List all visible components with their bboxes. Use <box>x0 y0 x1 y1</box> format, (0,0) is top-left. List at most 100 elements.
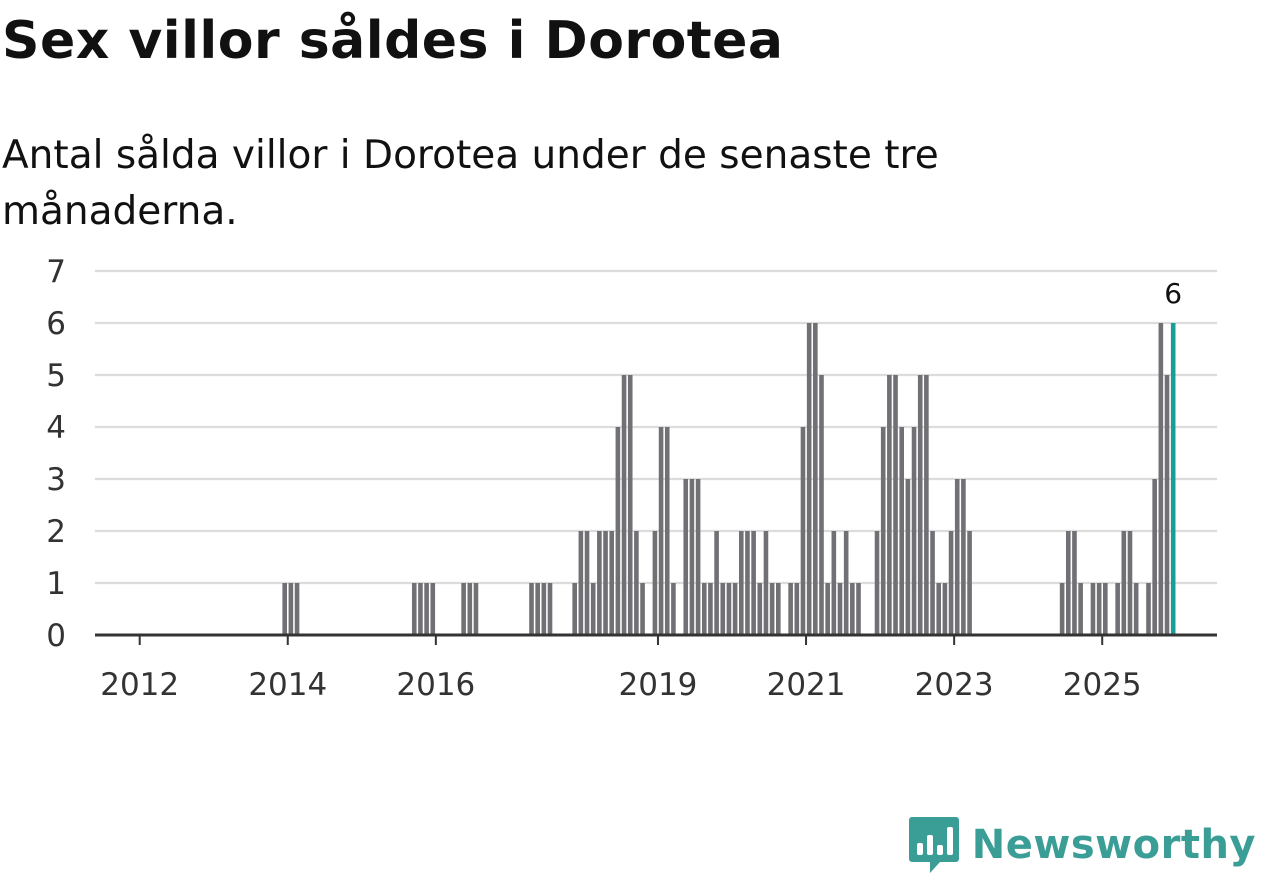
gridlines <box>95 269 1217 585</box>
bar <box>763 531 769 635</box>
bar <box>689 479 695 635</box>
bar <box>856 583 861 635</box>
bar <box>288 583 294 635</box>
bar <box>1078 583 1083 635</box>
data-label: 6 <box>1164 277 1182 310</box>
bar-series <box>282 323 1176 635</box>
newsworthy-logo: Newsworthy <box>908 815 1256 875</box>
bar <box>776 583 781 635</box>
bar <box>1158 323 1164 635</box>
axes <box>95 633 1217 645</box>
bar <box>701 583 707 635</box>
x-tick-label: 2019 <box>619 667 698 703</box>
bar <box>424 583 429 635</box>
bar <box>917 375 923 635</box>
x-tick-label: 2014 <box>248 667 327 703</box>
bar <box>769 583 775 635</box>
bar <box>936 583 942 635</box>
bar <box>732 583 738 635</box>
bar <box>738 531 744 635</box>
bar <box>942 583 948 635</box>
x-tick-label: 2023 <box>915 667 994 703</box>
x-tick-label: 2012 <box>100 667 179 703</box>
bar <box>658 427 664 635</box>
bar <box>745 531 750 635</box>
bar <box>1121 531 1127 635</box>
bar <box>1127 531 1133 635</box>
bar <box>1146 583 1151 635</box>
bar <box>621 375 627 635</box>
brand-name: Newsworthy <box>971 822 1256 868</box>
bar <box>819 375 824 635</box>
bar <box>751 531 756 635</box>
bar <box>590 583 596 635</box>
bar <box>893 375 898 635</box>
bar <box>708 583 713 635</box>
bar <box>671 583 676 635</box>
bar <box>603 531 608 635</box>
x-tick-label: 2016 <box>396 667 475 703</box>
y-tick-label: 3 <box>46 462 66 498</box>
bar-highlight <box>1170 323 1176 635</box>
bar <box>905 479 911 635</box>
bar <box>411 583 417 635</box>
labels: 0 1 2 3 4 5 6 7 2012 2014 2016 2019 2021 2023 2025 6 <box>46 254 1182 703</box>
bar <box>850 583 855 635</box>
chart-subtitle: Antal sålda villor i Dorotea under de se… <box>2 133 939 234</box>
bar <box>683 479 689 635</box>
bar <box>825 583 830 635</box>
bar-chart: 0 1 2 3 4 5 6 7 2012 2014 2016 2019 2021 2023 2025 6 <box>46 254 1217 703</box>
bar <box>541 583 547 635</box>
bar <box>609 531 615 635</box>
chart-title: Sex villor såldes i Dorotea <box>2 11 784 71</box>
bar <box>757 583 763 635</box>
bar <box>615 427 621 635</box>
bar <box>1133 583 1139 635</box>
bar <box>794 583 800 635</box>
bar <box>627 375 633 635</box>
bar <box>695 479 701 635</box>
bar <box>282 583 287 635</box>
bar <box>887 375 892 635</box>
y-tick-label: 7 <box>46 254 66 290</box>
bar <box>473 583 479 635</box>
bar <box>911 427 917 635</box>
bar <box>294 583 300 635</box>
bar <box>547 583 553 635</box>
bar <box>578 531 584 635</box>
bar <box>430 583 436 635</box>
bar <box>584 531 590 635</box>
bar <box>535 583 540 635</box>
y-tick-label: 0 <box>46 618 66 654</box>
bar <box>1115 583 1120 635</box>
bar <box>640 583 645 635</box>
bar <box>954 479 960 635</box>
bar <box>1072 531 1077 635</box>
bar <box>806 323 812 635</box>
bar <box>899 427 904 635</box>
x-tick-label: 2021 <box>767 667 846 703</box>
y-tick-label: 1 <box>46 566 66 602</box>
bar <box>800 427 806 635</box>
bar <box>961 479 966 635</box>
bar <box>874 531 880 635</box>
y-tick-label: 5 <box>46 358 66 394</box>
bar <box>788 583 793 635</box>
bar <box>1103 583 1108 635</box>
bar <box>1096 583 1102 635</box>
bar <box>948 531 954 635</box>
bar <box>714 531 719 635</box>
bar <box>1090 583 1096 635</box>
x-tick-label: 2025 <box>1063 667 1142 703</box>
bar <box>652 531 658 635</box>
bar <box>831 531 837 635</box>
chart-bubble-icon <box>908 817 959 873</box>
bar <box>726 583 732 635</box>
bar <box>461 583 466 635</box>
bar <box>1152 479 1157 635</box>
bar <box>720 583 726 635</box>
bar <box>572 583 577 635</box>
bar <box>1164 375 1170 635</box>
bar <box>529 583 534 635</box>
bar <box>634 531 639 635</box>
